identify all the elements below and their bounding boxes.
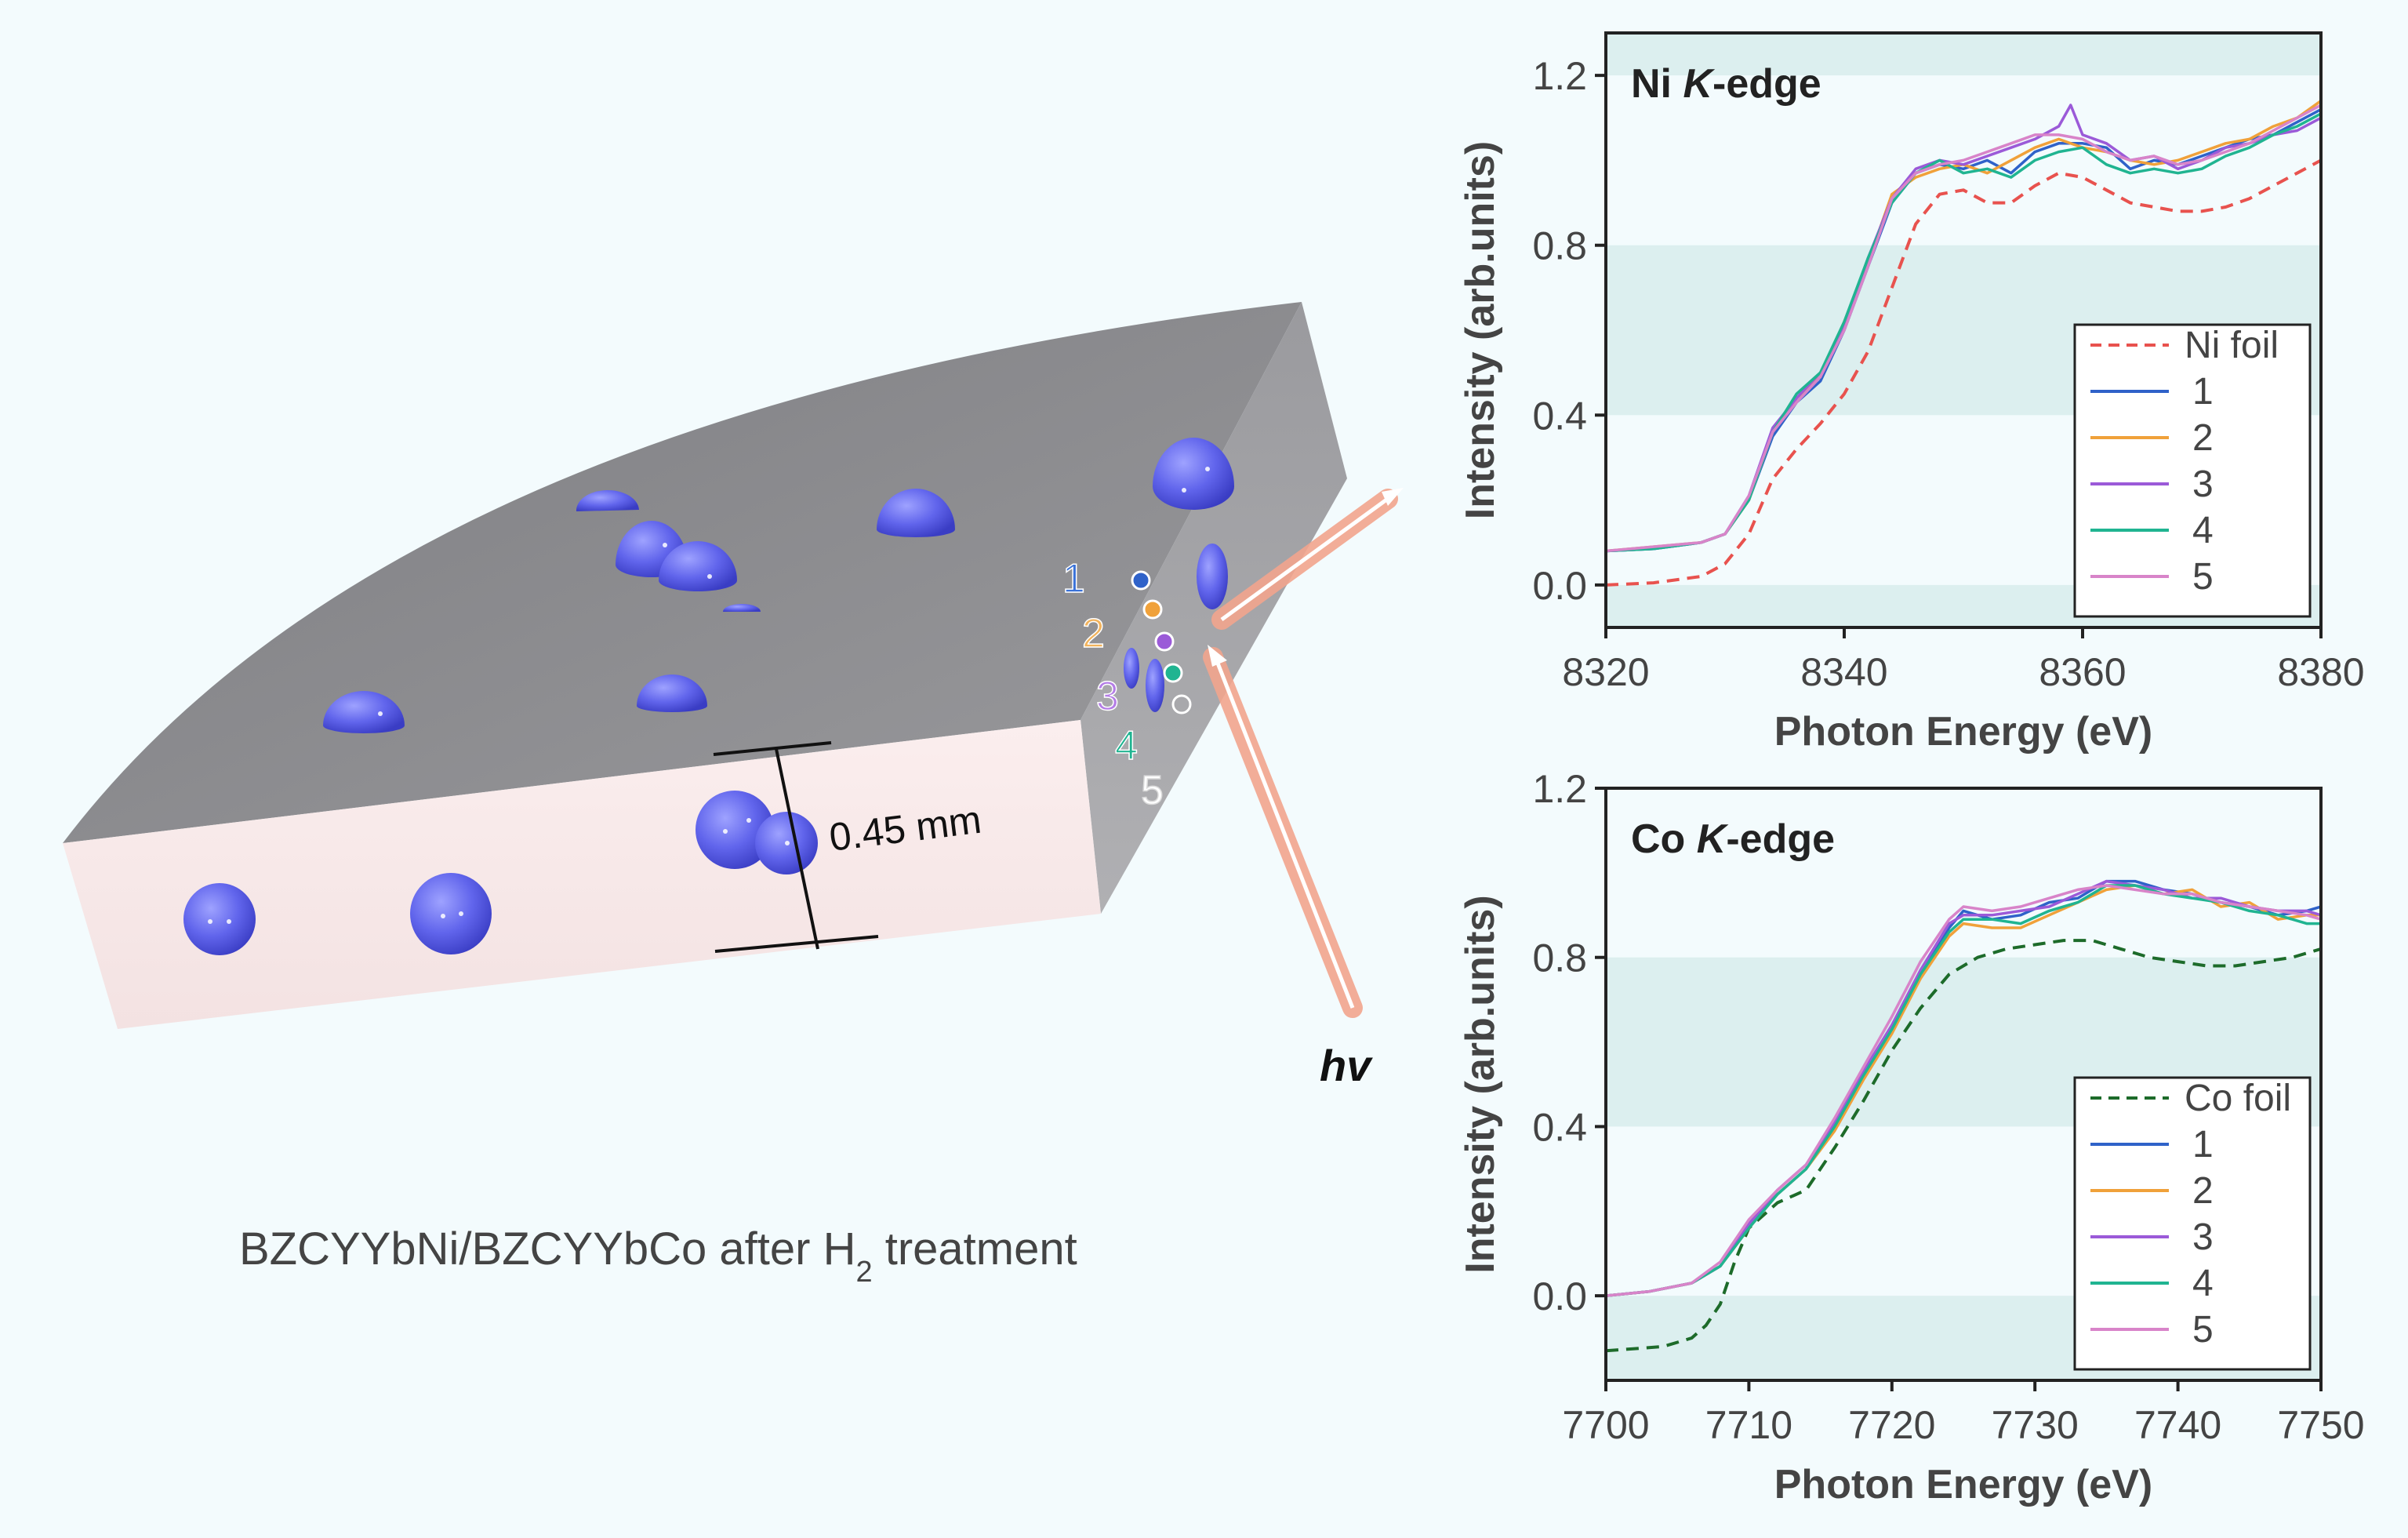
spot-label-4: 4 (1115, 723, 1138, 769)
band (1606, 33, 2321, 76)
x-tick-label: 8360 (2039, 650, 2126, 694)
measurement-spot-1 (1131, 570, 1151, 591)
legend-label: Ni foil (2185, 325, 2279, 366)
x-axis-label: Photon Energy (eV) (1774, 709, 2152, 754)
particle (877, 489, 955, 537)
x-tick-label: 7710 (1705, 1403, 1792, 1447)
illustration-caption: BZCYYbNi/BZCYYbCo after H2 treatment (239, 1223, 1077, 1289)
measurement-spots: 1 2 3 4 5 (1062, 555, 1192, 814)
particle (1153, 438, 1234, 510)
y-tick-label: 0.0 (1532, 564, 1587, 608)
particle (1146, 659, 1164, 712)
y-tick-label: 0.0 (1532, 1274, 1587, 1318)
series-group (1606, 100, 2321, 587)
y-tick-label: 1.2 (1532, 54, 1587, 98)
measurement-spot-2 (1142, 599, 1163, 620)
particle (410, 873, 492, 954)
particle (576, 489, 639, 511)
particle (659, 541, 737, 591)
spot-label-3: 3 (1096, 674, 1119, 719)
particle (1124, 648, 1139, 689)
x-tick-label: 8340 (1800, 650, 1887, 694)
y-tick-label: 0.4 (1532, 1105, 1587, 1149)
x-tick-label: 7740 (2134, 1403, 2221, 1447)
thickness-indicator (713, 741, 879, 953)
annotation-part: K (1697, 816, 1729, 862)
co-k-edge-chart: 0.0 0.4 0.8 1.2 7700 7710 7720 7730 7740 7750 Phot… (1458, 767, 2365, 1507)
electrode-illustration: 1 2 3 4 5 0.45 mm hv BZCYYbNi/BZCYYbCo a… (63, 302, 1404, 1289)
plot-frame (1604, 31, 2323, 629)
particle (637, 674, 707, 712)
slab-front-face (63, 720, 1101, 1029)
legend-label: 5 (2192, 1309, 2214, 1351)
y-axis-label: Intensity (arb.units) (1458, 141, 1503, 519)
particle (723, 604, 761, 612)
measurement-spot-3 (1154, 631, 1175, 652)
legend-label: 2 (2192, 417, 2214, 459)
series-line-5 (1606, 884, 2321, 1297)
annotation-part: Co (1631, 816, 1697, 862)
legend-label: 4 (2192, 1263, 2214, 1304)
legend-box (2073, 1076, 2312, 1371)
annotation-part: Ni (1631, 61, 1683, 107)
x-tick-label: 8320 (1562, 650, 1649, 694)
legend-label: 1 (2192, 371, 2214, 413)
plot-frame (1604, 787, 2323, 1382)
panel-annotation: Co K-edge (1631, 816, 1835, 862)
beam-label: hv (1320, 1041, 1373, 1090)
panel-annotation: Ni K-edge (1631, 61, 1821, 107)
particle (323, 691, 405, 733)
spot-label-2: 2 (1082, 611, 1105, 656)
particles (183, 438, 1234, 955)
spot-label-1: 1 (1062, 556, 1085, 602)
measurement-spot-5 (1171, 694, 1192, 714)
series-line-ni-foil (1606, 158, 2321, 587)
legend-label: 3 (2192, 464, 2214, 505)
ni-k-edge-chart: 0.0 0.4 0.8 1.2 8320 8340 8360 8380 Photon Energ… (1458, 31, 2365, 754)
x-tick-label: 8380 (2277, 650, 2364, 694)
legend-label: 2 (2192, 1170, 2214, 1212)
y-axis-label: Intensity (arb.units) (1458, 895, 1503, 1273)
series-group (1606, 879, 2321, 1353)
series-line-co-foil (1606, 939, 2321, 1353)
annotation-part: K (1683, 61, 1715, 107)
spot-label-5: 5 (1141, 768, 1164, 813)
particle (183, 883, 256, 955)
legend-label: Co foil (2185, 1078, 2291, 1119)
legend-label: 4 (2192, 510, 2214, 551)
x-tick-label: 7700 (1562, 1403, 1649, 1447)
y-tick-label: 1.2 (1532, 767, 1587, 811)
x-tick-label: 7750 (2277, 1403, 2364, 1447)
particle (696, 791, 774, 869)
x-tick-label: 7720 (1848, 1403, 1935, 1447)
particle (1197, 544, 1228, 609)
series-line-3 (1606, 879, 2321, 1297)
series-line-5 (1606, 104, 2321, 553)
x-axis-label: Photon Energy (eV) (1774, 1462, 2152, 1507)
measurement-spot-4 (1163, 663, 1183, 683)
y-tick-label: 0.8 (1532, 936, 1587, 980)
legend-label: 3 (2192, 1216, 2214, 1258)
legend-label: 5 (2192, 556, 2214, 598)
y-tick-label: 0.4 (1532, 394, 1587, 438)
annotation-part: -edge (1726, 816, 1835, 862)
annotation-part: -edge (1712, 61, 1821, 107)
x-tick-label: 7730 (1992, 1403, 2079, 1447)
legend-label: 1 (2192, 1124, 2214, 1165)
xray-beam (1203, 488, 1404, 1018)
y-tick-label: 0.8 (1532, 224, 1587, 268)
legend-box (2073, 323, 2312, 618)
